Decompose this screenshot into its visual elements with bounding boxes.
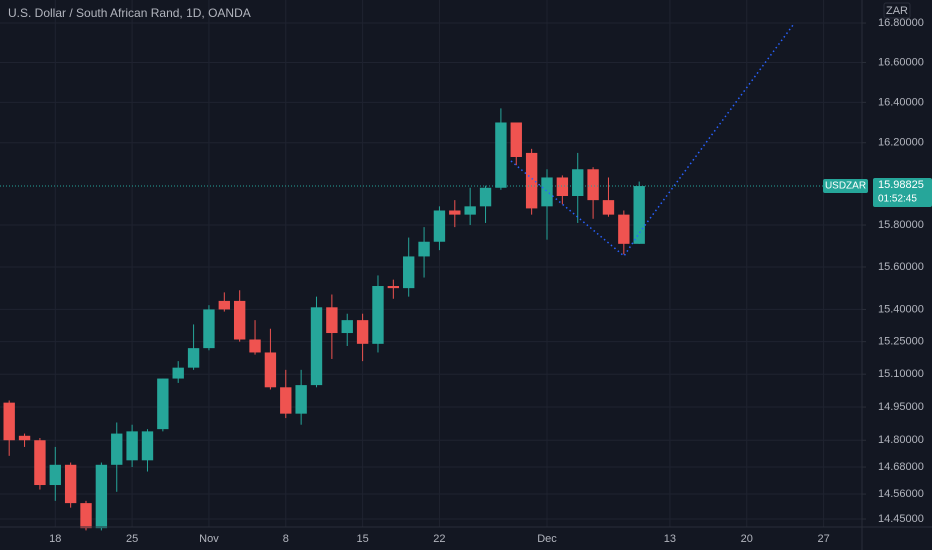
candle-body <box>602 200 615 215</box>
candle-body <box>295 385 307 414</box>
x-tick-label: Dec <box>537 533 557 545</box>
candle-body <box>95 464 108 529</box>
candle-body <box>341 320 353 334</box>
x-tick-label: 8 <box>283 533 289 545</box>
candle-body <box>233 300 246 340</box>
currency-box[interactable] <box>883 2 911 19</box>
candle-body <box>403 256 415 289</box>
grid <box>0 0 862 527</box>
x-tick-label: 15 <box>356 533 368 545</box>
candle-body <box>64 464 77 504</box>
candle-body <box>310 307 323 386</box>
y-tick-label: 14.56000 <box>878 488 924 500</box>
candle-body <box>618 214 630 244</box>
candle-body <box>187 348 200 368</box>
x-tick-label: 13 <box>664 533 676 545</box>
candle-body <box>633 186 645 244</box>
candle-body <box>3 402 15 441</box>
x-tick-label: 18 <box>49 533 61 545</box>
candle-body <box>49 464 61 486</box>
x-tick-label: 20 <box>741 533 753 545</box>
y-tick-label: 15.40000 <box>878 303 924 315</box>
y-tick-label: 14.45000 <box>878 513 924 525</box>
candle-body <box>479 187 492 207</box>
candle-body <box>203 309 215 349</box>
y-tick-label: 15.25000 <box>878 336 924 348</box>
candle-body <box>172 367 184 379</box>
candle-body <box>541 177 553 207</box>
candle-body <box>449 210 461 215</box>
chart-title: U.S. Dollar / South African Rand, 1D, OA… <box>8 6 251 20</box>
countdown-label: 01:52:45 <box>878 194 917 205</box>
x-tick-label: 22 <box>433 533 445 545</box>
price-box <box>873 178 932 208</box>
drawing-line <box>510 24 794 258</box>
candle-body <box>510 122 522 157</box>
y-tick-label: 14.80000 <box>878 434 924 446</box>
y-tick-label: 15.60000 <box>878 261 924 273</box>
y-tick-label: 15.80000 <box>878 219 924 231</box>
symbol-box <box>823 179 868 194</box>
candle-body <box>525 152 538 209</box>
candle-body <box>572 169 584 196</box>
candle-body <box>556 177 569 196</box>
candle-body <box>264 352 277 388</box>
candle-body <box>249 339 261 353</box>
candle-body <box>464 206 476 215</box>
candle-body <box>18 435 31 441</box>
currency-label: ZAR <box>886 5 908 17</box>
x-tick-label: 25 <box>126 533 138 545</box>
y-tick-label: 15.10000 <box>878 368 924 380</box>
candle-body <box>111 433 123 465</box>
candle-body <box>433 210 446 242</box>
candle-body <box>372 286 384 344</box>
y-tick-label: 14.95000 <box>878 401 924 413</box>
candle-body <box>495 122 507 188</box>
y-tick-label: 16.80000 <box>878 17 924 29</box>
candle-body <box>326 307 338 334</box>
candle-body <box>157 378 169 430</box>
candle-body <box>418 241 430 257</box>
candle-body <box>387 286 400 289</box>
overlay: USDZAR 15.98825 01:52:45 <box>0 178 932 208</box>
y-tick-label: 14.68000 <box>878 461 924 473</box>
candle-body <box>356 320 369 344</box>
candles <box>3 108 645 531</box>
candle-body <box>587 169 599 201</box>
candle-body <box>218 300 230 310</box>
x-tick-label: 27 <box>817 533 829 545</box>
candle-body <box>141 431 154 461</box>
x-tick-label: Nov <box>199 533 219 545</box>
candle-body <box>280 387 292 414</box>
y-tick-label: 16.60000 <box>878 56 924 68</box>
candle-body <box>80 503 92 529</box>
price-label: 15.98825 <box>878 179 924 191</box>
y-tick-label: 16.40000 <box>878 96 924 108</box>
y-tick-label: 16.20000 <box>878 137 924 149</box>
candle-body <box>34 440 46 486</box>
symbol-label: USDZAR <box>825 181 866 192</box>
candle-body <box>126 431 138 461</box>
